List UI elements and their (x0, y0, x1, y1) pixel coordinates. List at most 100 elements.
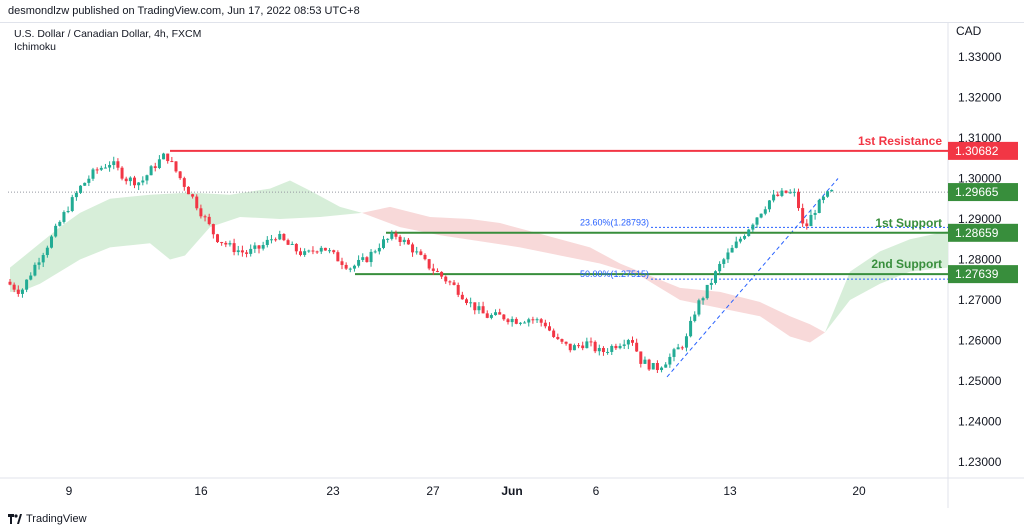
candle-down (211, 224, 215, 235)
brand-name[interactable]: TradingView (26, 513, 87, 525)
candle-up (45, 247, 49, 256)
candle-up (141, 180, 145, 183)
fib-trend-line[interactable] (666, 178, 839, 378)
tradingview-logo-icon[interactable] (8, 513, 22, 525)
candle-down (166, 153, 170, 162)
candle-down (186, 186, 190, 195)
y-tick-label: 1.32000 (958, 91, 1002, 105)
candle-up (585, 341, 589, 349)
candle-down (577, 345, 581, 347)
candle-down (560, 339, 564, 342)
cloud-bear-segment (362, 206, 825, 343)
indicator-name[interactable]: Ichimoku (14, 41, 57, 53)
y-tick-label: 1.24000 (958, 415, 1002, 429)
candle-down (444, 276, 448, 282)
candle-down (294, 243, 298, 252)
candle-up (751, 224, 755, 230)
resistance-price-text: 1.30682 (955, 144, 999, 158)
candle-up (489, 315, 493, 318)
y-tick-label: 1.28000 (958, 253, 1002, 267)
candle-down (191, 194, 195, 197)
candle-down (116, 161, 120, 168)
candle-up (70, 197, 74, 212)
candle-up (348, 268, 352, 270)
chart-frame (0, 22, 1024, 509)
candle-down (552, 330, 556, 337)
candle-up (651, 363, 655, 370)
candle-down (801, 208, 805, 224)
last-price-tag (948, 183, 1018, 202)
candle-down (614, 345, 618, 349)
candle-up (747, 229, 751, 237)
candle-up (597, 347, 601, 352)
price-axis[interactable]: CAD1.330001.320001.310001.300001.290001.… (948, 24, 1018, 469)
x-tick-label: 16 (194, 484, 208, 498)
candle-up (759, 213, 763, 218)
candle-up (709, 282, 713, 285)
candle-up (518, 322, 522, 324)
candle-down (548, 326, 551, 331)
level-lines (8, 149, 948, 378)
candle-down (784, 190, 788, 193)
candle-up (809, 214, 813, 227)
symbol-line[interactable]: U.S. Dollar / Canadian Dollar, 4h, FXCM (14, 28, 202, 40)
candle-up (249, 248, 253, 254)
candle-down (601, 347, 605, 353)
candle-up (813, 212, 817, 215)
candle-down (120, 167, 124, 179)
candle-down (182, 178, 186, 187)
candle-up (572, 345, 576, 351)
candle-up (415, 251, 419, 253)
candle-down (680, 347, 684, 349)
candle-up (821, 196, 825, 201)
candle-up (792, 191, 796, 193)
candle-down (282, 233, 286, 241)
y-tick-label: 1.33000 (958, 50, 1002, 64)
candle-up (373, 251, 377, 253)
candle-up (510, 318, 514, 323)
candle-down (207, 216, 211, 225)
candle-up (755, 217, 759, 225)
y-tick-label: 1.25000 (958, 374, 1002, 388)
candle-up (361, 257, 365, 260)
candle-up (25, 279, 29, 290)
candle-up (319, 247, 323, 252)
candle-up (87, 178, 91, 183)
candle-down (452, 282, 456, 285)
candles (8, 152, 834, 373)
resistance-price-tag (948, 141, 1018, 160)
time-axis[interactable]: 9 16 23 27 Jun 6 13 20 (66, 484, 866, 498)
candle-up (66, 211, 70, 213)
candle-up (738, 238, 742, 242)
price-chart[interactable]: 23.60%(1.28793) 50.00%(1.27515) 1st Resist… (0, 22, 1024, 508)
candle-down (274, 239, 278, 241)
candle-up (328, 250, 332, 252)
candle-down (199, 208, 203, 217)
x-tick-label: Jun (501, 484, 522, 498)
support-price-tag (948, 223, 1018, 242)
cloud-bull-segment (825, 231, 948, 333)
candle-up (269, 239, 273, 241)
candle-up (606, 351, 610, 353)
x-tick-label: 13 (723, 484, 737, 498)
candle-up (83, 182, 87, 186)
candle-down (539, 319, 543, 323)
cloud-bull-segment (10, 180, 362, 292)
candle-down (502, 314, 506, 320)
candle-up (705, 284, 709, 299)
candle-up (693, 314, 697, 321)
candle-down (506, 319, 510, 323)
candle-down (568, 343, 572, 351)
candle-down (232, 243, 236, 253)
support-label: 2nd Support (871, 257, 942, 271)
candle-down (427, 259, 431, 269)
candle-down (465, 299, 468, 304)
candle-up (128, 177, 132, 182)
candle-up (643, 359, 647, 364)
candle-down (311, 250, 315, 252)
candle-up (668, 356, 672, 365)
candle-down (647, 359, 651, 370)
candle-down (336, 252, 340, 262)
candle-up (626, 340, 630, 345)
candle-up (780, 190, 784, 196)
